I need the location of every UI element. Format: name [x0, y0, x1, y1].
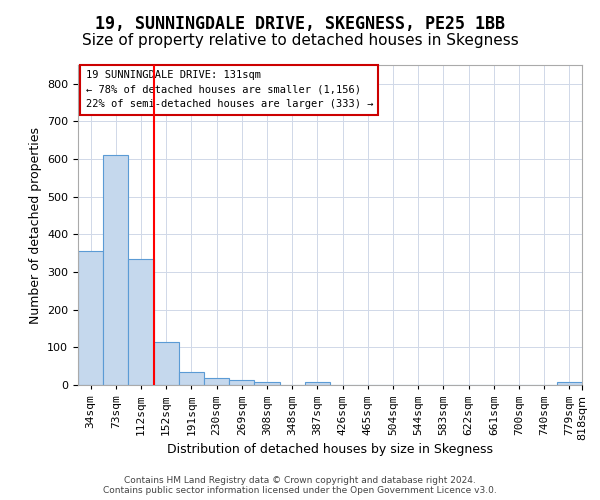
Text: Contains HM Land Registry data © Crown copyright and database right 2024.
Contai: Contains HM Land Registry data © Crown c… [103, 476, 497, 495]
Bar [103, 154, 128, 385]
Bar [78, 252, 103, 385]
Bar [557, 382, 582, 385]
Text: Size of property relative to detached houses in Skegness: Size of property relative to detached ho… [82, 34, 518, 48]
Bar [128, 259, 154, 385]
X-axis label: Distribution of detached houses by size in Skegness: Distribution of detached houses by size … [167, 443, 493, 456]
Bar [229, 380, 254, 385]
Y-axis label: Number of detached properties: Number of detached properties [29, 126, 41, 324]
Bar [179, 372, 204, 385]
Bar [154, 342, 179, 385]
Text: 19 SUNNINGDALE DRIVE: 131sqm
← 78% of detached houses are smaller (1,156)
22% of: 19 SUNNINGDALE DRIVE: 131sqm ← 78% of de… [86, 70, 373, 110]
Bar [305, 382, 330, 385]
Bar [204, 378, 229, 385]
Bar [254, 382, 280, 385]
Text: 19, SUNNINGDALE DRIVE, SKEGNESS, PE25 1BB: 19, SUNNINGDALE DRIVE, SKEGNESS, PE25 1B… [95, 15, 505, 33]
